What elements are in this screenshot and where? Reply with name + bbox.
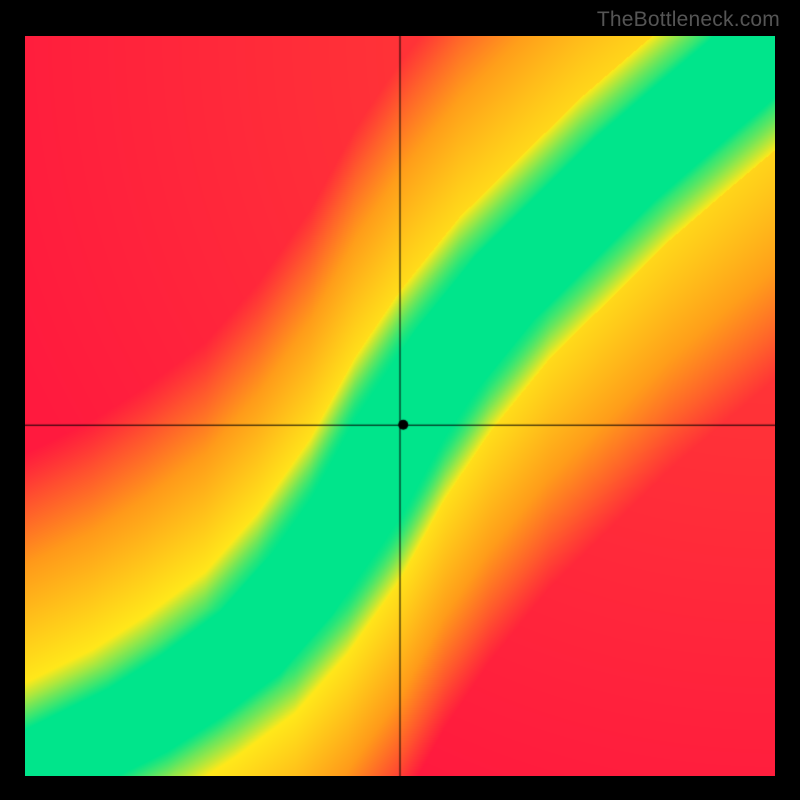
heatmap-canvas xyxy=(25,36,775,776)
plot-area xyxy=(25,36,775,776)
watermark-text: TheBottleneck.com xyxy=(597,8,780,32)
chart-container: TheBottleneck.com xyxy=(0,0,800,800)
